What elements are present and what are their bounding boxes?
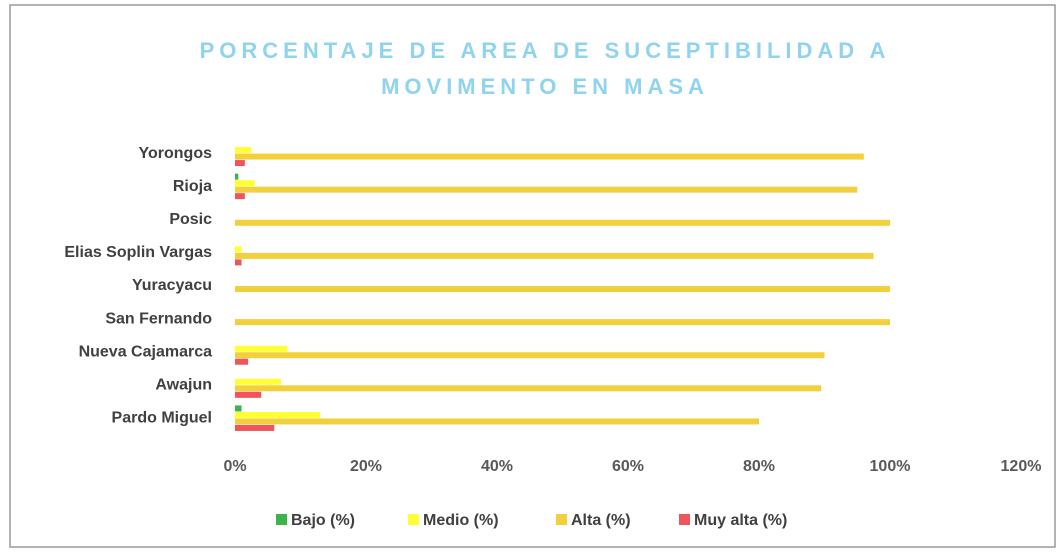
legend-label: Alta (%) xyxy=(571,512,631,529)
y-tick-label: Yuracyacu xyxy=(132,277,212,294)
legend-label: Bajo (%) xyxy=(291,512,355,529)
y-tick-label: Posic xyxy=(169,211,212,228)
legend-label: Medio (%) xyxy=(423,512,499,529)
x-tick-label: 40% xyxy=(481,458,513,475)
legend-label: Muy alta (%) xyxy=(694,512,787,529)
x-tick-label: 100% xyxy=(870,458,911,475)
legend-swatch xyxy=(408,514,419,525)
bar xyxy=(235,405,242,412)
bar xyxy=(235,319,890,326)
bar xyxy=(235,160,245,167)
bar xyxy=(235,358,249,365)
bar xyxy=(235,286,890,292)
bar xyxy=(235,193,245,200)
y-tick-label: San Fernando xyxy=(105,310,212,327)
legend-swatch xyxy=(276,514,287,525)
legend-swatch xyxy=(556,514,567,525)
bar xyxy=(235,391,262,398)
bar xyxy=(235,252,874,259)
bar xyxy=(235,352,825,359)
x-tick-label: 80% xyxy=(743,458,775,475)
y-tick-label: Nueva Cajamarca xyxy=(79,343,213,360)
bar xyxy=(235,378,281,385)
bar xyxy=(235,180,255,187)
x-tick-label: 120% xyxy=(1001,458,1042,475)
bar xyxy=(235,153,864,160)
x-tick-label: 0% xyxy=(223,458,246,475)
bar xyxy=(235,173,239,180)
bar xyxy=(235,259,242,266)
chart-title: MOVIMENTO EN MASA xyxy=(381,74,709,99)
chart-title: PORCENTAJE DE AREA DE SUCEPTIBILIDAD A xyxy=(200,38,891,63)
x-tick-label: 20% xyxy=(350,458,382,475)
x-tick-label: 60% xyxy=(612,458,644,475)
bar xyxy=(235,411,321,418)
chart-border xyxy=(9,4,1056,548)
y-tick-label: Yorongos xyxy=(139,145,213,162)
bar xyxy=(235,418,759,425)
bar xyxy=(235,147,252,154)
y-tick-label: Elias Soplin Vargas xyxy=(64,244,212,261)
legend-swatch xyxy=(679,514,690,525)
bar xyxy=(235,424,275,431)
bar xyxy=(235,186,858,193)
bar xyxy=(235,246,242,253)
y-tick-label: Pardo Miguel xyxy=(112,410,212,427)
y-tick-label: Awajun xyxy=(155,377,212,394)
bar xyxy=(235,345,288,352)
bar xyxy=(235,385,822,392)
y-tick-label: Rioja xyxy=(173,178,212,195)
bar xyxy=(235,219,890,226)
